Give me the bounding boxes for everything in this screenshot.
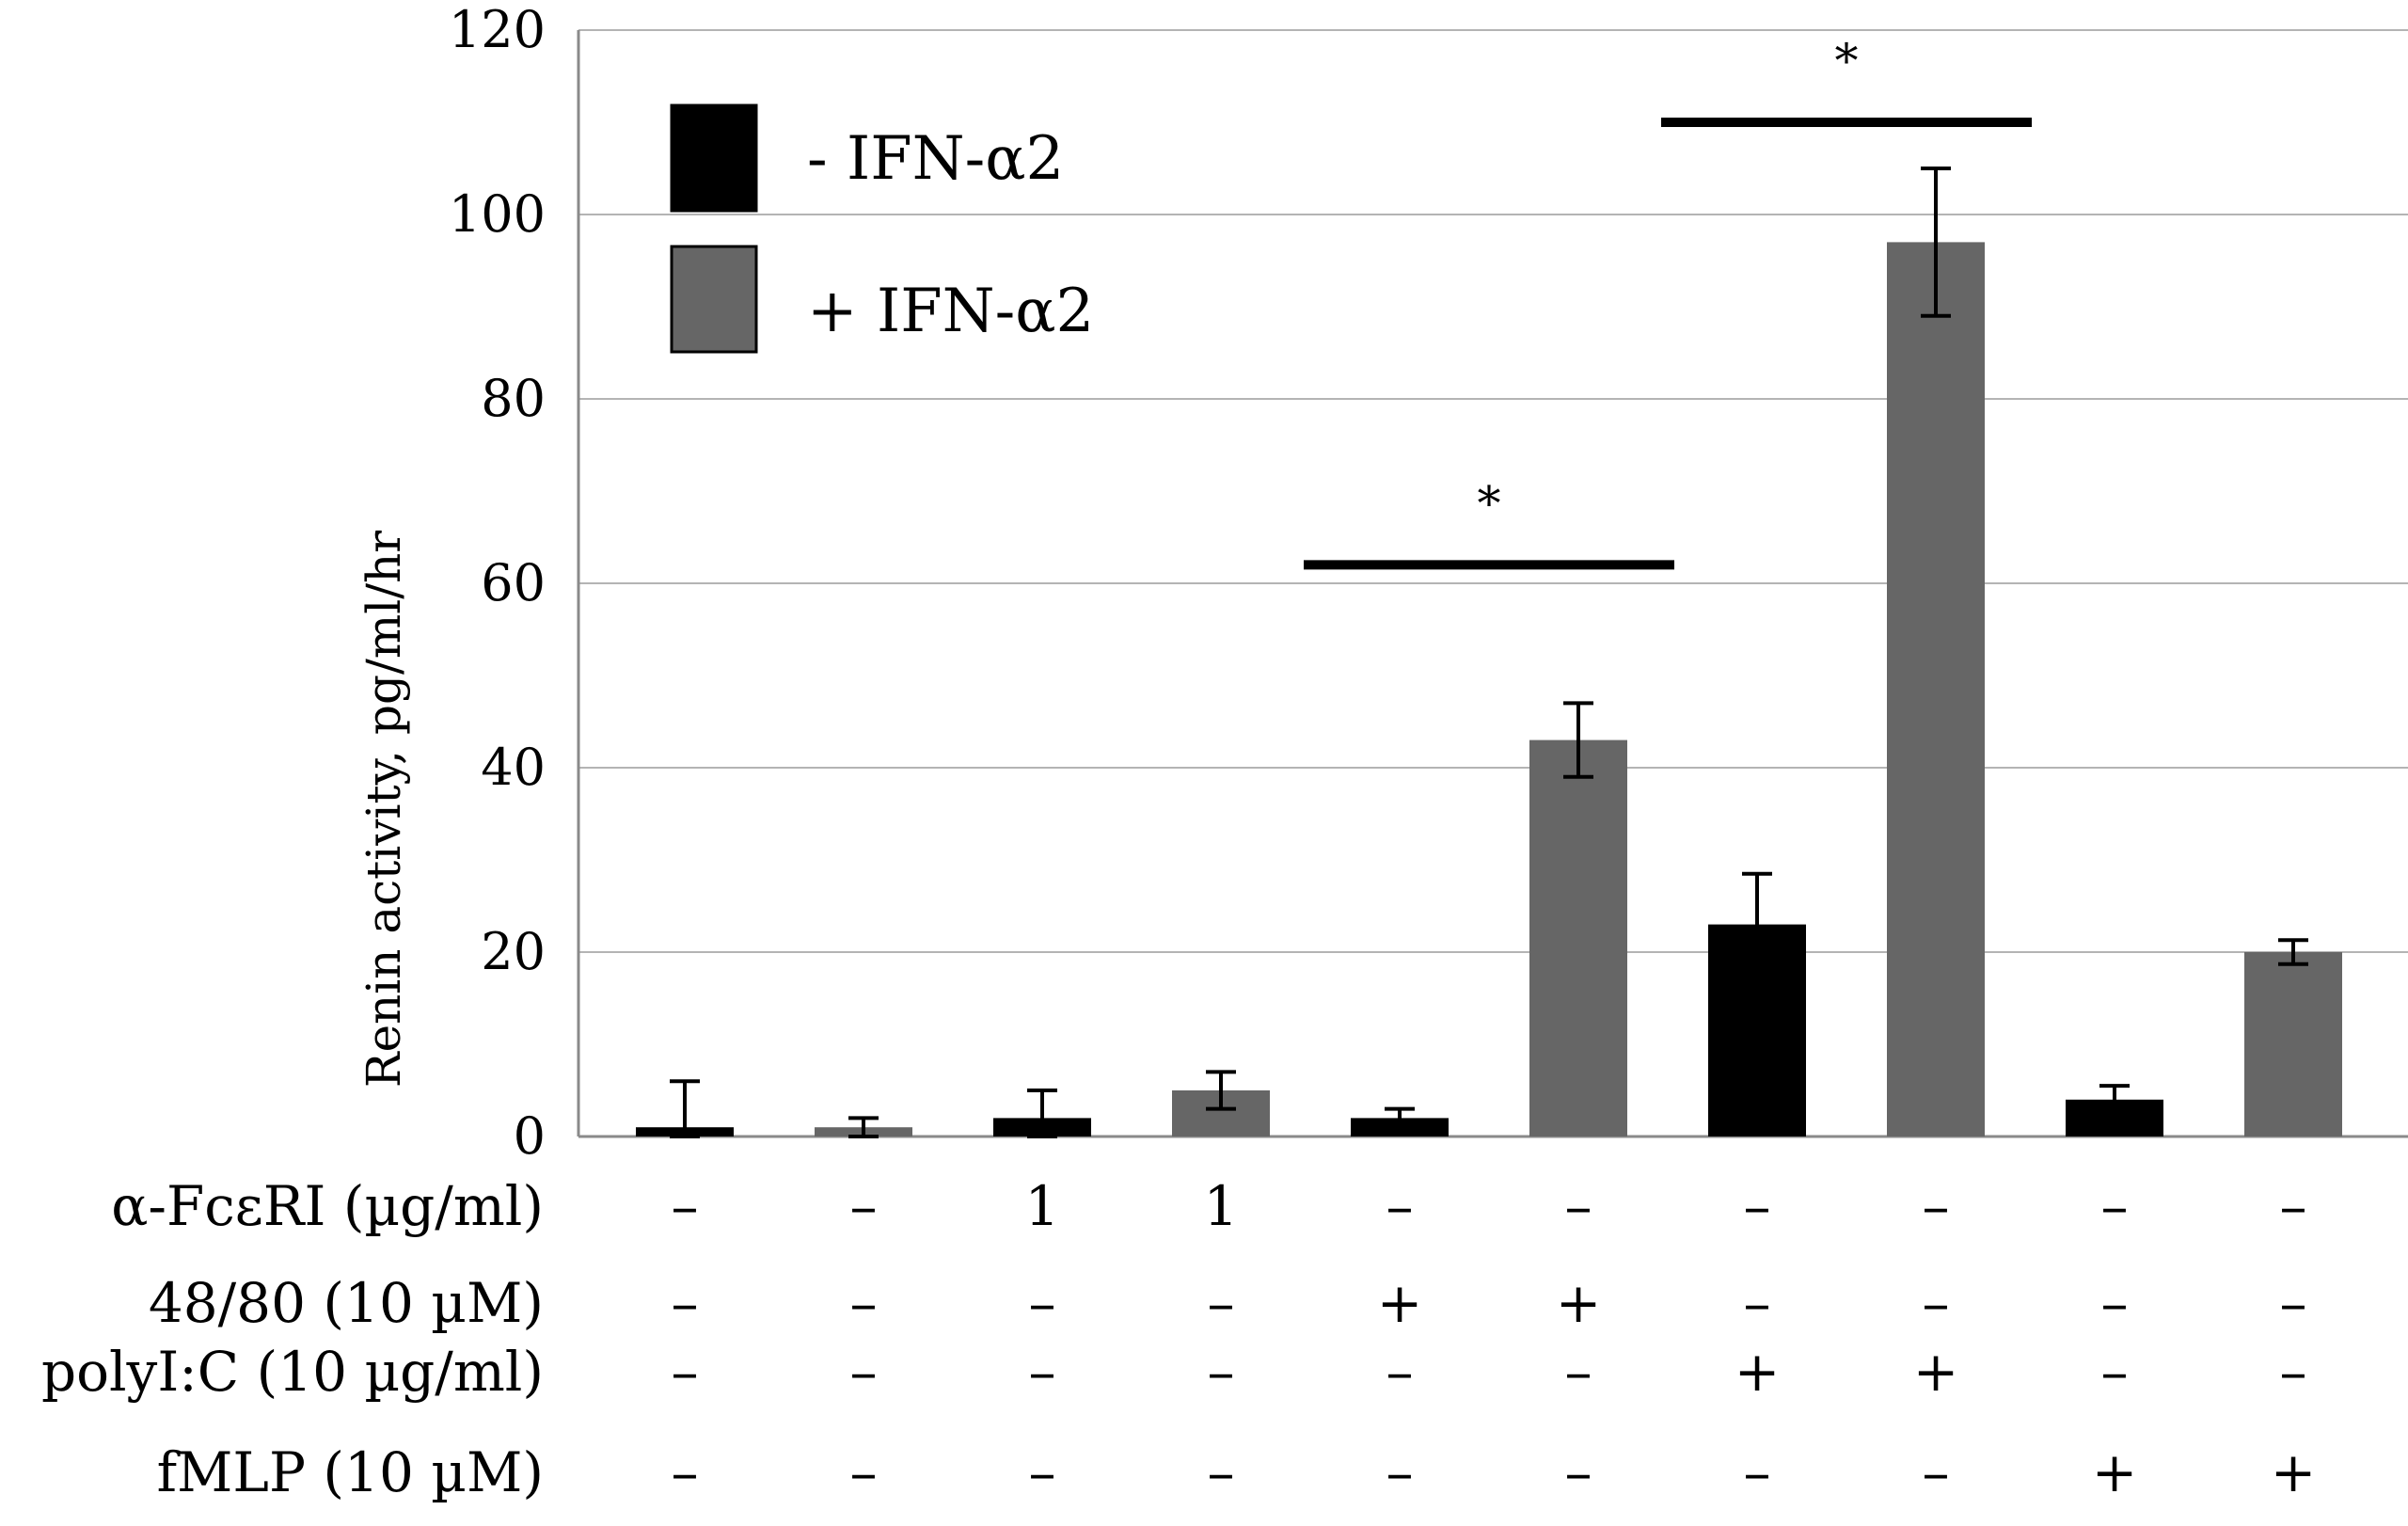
- condition-value: –: [1923, 1271, 1950, 1335]
- condition-value: –: [1744, 1440, 1771, 1504]
- condition-value: –: [1923, 1440, 1950, 1504]
- y-tick-label: 0: [514, 1106, 546, 1166]
- condition-value: –: [1744, 1174, 1771, 1238]
- significance-star: *: [1835, 34, 1859, 88]
- legend-swatch-minus-ifn: [670, 103, 758, 213]
- condition-value: –: [1744, 1271, 1771, 1335]
- significance-annotations: **: [1304, 34, 2032, 570]
- condition-label: 48/80 (10 µM): [149, 1271, 544, 1335]
- gridlines: [578, 29, 2408, 1138]
- legend-label-plus-ifn: + IFN-α2: [807, 277, 1094, 346]
- condition-value: –: [850, 1271, 878, 1335]
- condition-value: 1: [1204, 1174, 1239, 1238]
- legend-label-minus-ifn: - IFN-α2: [807, 124, 1064, 194]
- legend: - IFN-α2 + IFN-α2: [670, 103, 1094, 354]
- condition-value: –: [2280, 1271, 2307, 1335]
- condition-value: –: [2280, 1340, 2307, 1404]
- condition-value: –: [672, 1340, 699, 1404]
- condition-value: –: [2101, 1271, 2129, 1335]
- condition-label: polyI:C (10 µg/ml): [41, 1340, 544, 1404]
- significance-star: *: [1478, 476, 1501, 531]
- condition-value: –: [850, 1340, 878, 1404]
- condition-table: α-FcεRI (µg/ml) – –1 1– – – – – –48/80 (10 µM) – –…: [41, 1174, 2316, 1504]
- condition-value: –: [1565, 1440, 1592, 1504]
- condition-value: –: [1029, 1271, 1056, 1335]
- bar: [2244, 952, 2342, 1137]
- condition-value: –: [672, 1271, 699, 1335]
- y-axis-label: Renin activity, pg/ml/hr: [356, 531, 411, 1088]
- condition-value: –: [1208, 1440, 1235, 1504]
- condition-value: +: [1735, 1340, 1781, 1404]
- condition-value: 1: [1025, 1174, 1060, 1238]
- condition-value: –: [672, 1440, 699, 1504]
- condition-value: –: [1565, 1340, 1592, 1404]
- condition-value: –: [1029, 1340, 1056, 1404]
- condition-value: –: [672, 1174, 699, 1238]
- condition-value: –: [850, 1174, 878, 1238]
- condition-value: –: [1386, 1174, 1414, 1238]
- condition-value: +: [1377, 1271, 1423, 1335]
- condition-value: –: [850, 1440, 878, 1504]
- condition-value: –: [1208, 1340, 1235, 1404]
- condition-value: –: [1923, 1174, 1950, 1238]
- condition-value: –: [1029, 1440, 1056, 1504]
- y-tick-label: 40: [481, 738, 546, 797]
- y-tick-label: 80: [481, 369, 546, 428]
- y-tick-label: 20: [481, 922, 546, 981]
- condition-value: –: [1565, 1174, 1592, 1238]
- condition-label: fMLP (10 µM): [157, 1440, 544, 1504]
- condition-value: +: [1913, 1340, 1959, 1404]
- condition-value: –: [1386, 1440, 1414, 1504]
- y-tick-label: 120: [449, 0, 546, 59]
- condition-value: –: [2101, 1174, 2129, 1238]
- condition-value: –: [2280, 1174, 2307, 1238]
- error-bars: [670, 167, 2308, 1138]
- condition-value: +: [1556, 1271, 1602, 1335]
- bar: [1887, 242, 1985, 1137]
- bars: [636, 242, 2342, 1137]
- y-axis: 0 20 40 60 80 100 120: [449, 0, 580, 1166]
- condition-value: –: [1386, 1340, 1414, 1404]
- condition-value: +: [2271, 1440, 2317, 1504]
- condition-label: α-FcεRI (µg/ml): [111, 1174, 544, 1238]
- condition-value: –: [2101, 1340, 2129, 1404]
- y-tick-label: 60: [481, 553, 546, 612]
- condition-value: +: [2092, 1440, 2138, 1504]
- legend-swatch-plus-ifn: [670, 245, 758, 354]
- y-tick-label: 100: [449, 184, 546, 244]
- condition-value: –: [1208, 1271, 1235, 1335]
- bar: [1529, 739, 1627, 1137]
